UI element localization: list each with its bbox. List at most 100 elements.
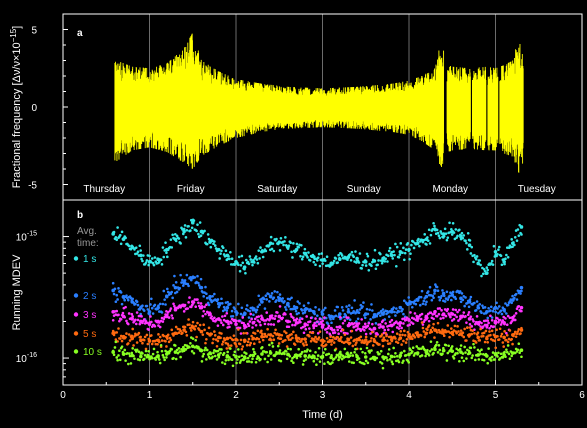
data-point (268, 294, 273, 299)
data-point (450, 330, 455, 335)
data-point (294, 305, 299, 310)
legend-marker (73, 331, 79, 336)
x-axis-label: Time (d) (302, 409, 343, 421)
frequency-noise-trace (114, 33, 524, 173)
data-point (485, 271, 489, 275)
data-point (485, 323, 489, 328)
panel-a-letter: a (77, 28, 83, 39)
data-point (208, 351, 212, 355)
data-point (450, 349, 455, 353)
data-point (415, 333, 420, 337)
data-point (493, 352, 498, 357)
legend-entry: 1 s (83, 254, 96, 265)
data-point (415, 315, 420, 320)
data-point (511, 351, 515, 355)
data-point (199, 229, 204, 234)
data-point (381, 325, 385, 329)
data-point (312, 310, 316, 314)
data-point (485, 354, 489, 358)
data-point (433, 328, 437, 332)
series-2s (111, 273, 524, 325)
data-point (277, 240, 282, 244)
data-point (407, 301, 411, 306)
data-point (441, 312, 446, 316)
y-tick-exponent: -15 (27, 231, 37, 238)
data-point (147, 310, 152, 314)
data-point (156, 338, 160, 343)
y-label-main: Fractional frequency [Δν/ν×10 (11, 42, 23, 188)
data-point (303, 322, 308, 326)
data-point (511, 298, 515, 302)
data-point (372, 259, 377, 263)
data-point (450, 229, 455, 234)
data-point (381, 256, 385, 261)
data-point (355, 337, 359, 342)
data-point (277, 314, 282, 319)
data-point (415, 298, 420, 302)
data-point (199, 329, 204, 334)
data-point (415, 241, 420, 246)
data-point (225, 305, 230, 310)
data-point (260, 352, 264, 356)
data-point (502, 321, 506, 325)
data-point (234, 322, 238, 326)
data-point (139, 338, 143, 343)
data-point (433, 347, 437, 352)
data-point (111, 232, 115, 236)
data-point (216, 353, 221, 357)
data-point (277, 333, 282, 337)
data-point (424, 294, 429, 299)
data-point (268, 351, 273, 355)
data-point (208, 294, 212, 299)
data-point (182, 347, 186, 352)
data-point (225, 354, 230, 358)
data-point (303, 252, 308, 256)
data-point (476, 353, 481, 357)
data-point (424, 314, 429, 319)
data-point (130, 245, 134, 249)
data-point (199, 348, 204, 353)
y-tick-label: 10-16 (16, 352, 37, 365)
data-point (511, 333, 515, 337)
data-point (286, 245, 290, 249)
x-tick-label: 0 (60, 390, 66, 401)
data-point (190, 325, 195, 329)
data-point (156, 257, 160, 262)
data-point (511, 241, 515, 246)
data-point (139, 354, 143, 359)
data-point (355, 310, 359, 314)
data-point (225, 253, 230, 258)
y-label-exponent: −15 (9, 28, 18, 42)
data-point (346, 255, 351, 259)
data-point (441, 329, 446, 334)
x-tick-label: 5 (493, 390, 499, 401)
data-point (398, 305, 403, 310)
data-point (165, 314, 169, 319)
data-point (389, 337, 394, 342)
data-point (286, 352, 290, 357)
data-point (519, 348, 524, 353)
data-point (363, 355, 368, 359)
data-point (312, 255, 316, 259)
data-point (485, 310, 489, 314)
data-point (338, 338, 342, 343)
legend-title: Avg. (77, 226, 97, 237)
day-label: Tuesday (518, 184, 556, 195)
data-point (467, 351, 472, 355)
data-point (268, 314, 273, 319)
data-point (398, 321, 403, 325)
data-point (372, 339, 377, 343)
data-point (424, 331, 429, 336)
panel-a-y-axis-label: Fractional frequency [Δν/ν×10−15] (9, 26, 23, 188)
data-point (190, 275, 195, 280)
data-point (329, 355, 333, 360)
legend-title: time: (77, 238, 99, 249)
legend-marker (73, 256, 79, 261)
data-point (260, 249, 264, 254)
y-tick-base: 10 (16, 233, 28, 244)
series-5s (111, 318, 524, 352)
data-point (485, 336, 489, 341)
y-tick-label: -5 (28, 181, 37, 192)
data-point (156, 319, 160, 324)
